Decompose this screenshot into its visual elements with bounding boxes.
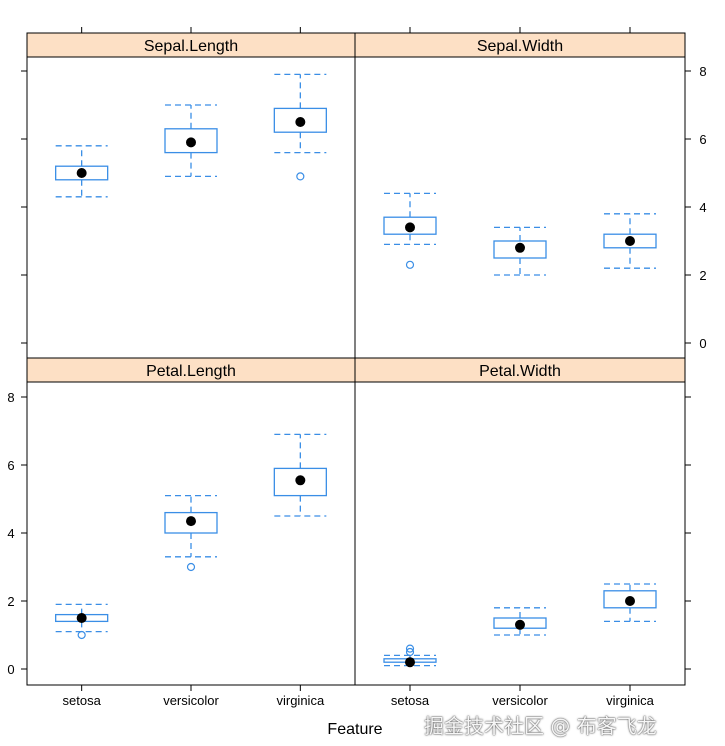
x-tick-label: versicolor xyxy=(492,693,548,708)
y-tick-label: 8 xyxy=(7,390,14,405)
box-setosa xyxy=(55,145,109,198)
strip-title: Sepal.Length xyxy=(144,38,238,55)
box-iqr xyxy=(383,216,437,235)
y-tick-label: 0 xyxy=(699,336,706,351)
strip-title: Petal.Width xyxy=(479,363,561,380)
box-iqr xyxy=(164,128,218,154)
strip xyxy=(26,357,356,383)
y-tick-label: 8 xyxy=(699,64,706,79)
outlier-point xyxy=(405,644,415,653)
watermark: 掘金技术社区 @ 布客飞龙 xyxy=(424,714,657,738)
strip xyxy=(354,32,686,58)
box-iqr xyxy=(493,240,547,259)
box-setosa xyxy=(55,603,109,640)
outlier-point xyxy=(186,562,196,572)
box-virginica xyxy=(603,213,657,269)
box-setosa xyxy=(383,644,437,668)
median-dot xyxy=(295,117,306,127)
x-tick-label: virginica xyxy=(276,693,324,708)
median-dot xyxy=(625,596,635,606)
box-versicolor xyxy=(164,104,218,178)
y-tick-label: 6 xyxy=(7,458,14,473)
panel-border xyxy=(354,56,686,359)
x-tick-label: virginica xyxy=(606,693,654,708)
box-iqr xyxy=(273,467,327,497)
box-versicolor xyxy=(164,494,218,572)
strip xyxy=(354,357,686,383)
median-dot xyxy=(405,657,415,668)
box-virginica xyxy=(603,583,657,623)
strip-title: Sepal.Width xyxy=(477,38,563,55)
box-versicolor xyxy=(493,607,547,636)
x-tick-label: setosa xyxy=(391,693,430,708)
panel-sepal-length: Sepal.Length xyxy=(21,27,356,359)
median-dot xyxy=(515,619,525,630)
panel-petal-length: Petal.Length 0 2 4 6 8 setosa versicolor virgini… xyxy=(7,357,356,708)
y-tick-label: 4 xyxy=(699,200,706,215)
panel-border xyxy=(26,56,356,359)
y-tick-label: 2 xyxy=(7,594,14,609)
box-iqr xyxy=(164,511,218,534)
box-versicolor xyxy=(493,226,547,276)
y-tick-label: 0 xyxy=(7,662,14,677)
strip xyxy=(26,32,356,58)
y-tick-label: 4 xyxy=(7,526,14,541)
box-iqr xyxy=(55,165,109,181)
y-tick-label: 6 xyxy=(699,132,706,147)
box-iqr xyxy=(603,590,657,609)
panel-sepal-width: Sepal.Width 0 2 4 6 8 xyxy=(354,27,707,359)
outlier-point xyxy=(296,172,305,181)
panel-petal-width: Petal.Width setosa versicolor virginica xyxy=(354,357,691,708)
median-dot xyxy=(186,137,196,148)
x-axis-label: Feature xyxy=(327,721,382,738)
outlier-point xyxy=(405,647,415,657)
y-tick-label: 2 xyxy=(699,268,706,283)
outlier-point xyxy=(405,260,415,269)
strip-title: Petal.Length xyxy=(146,363,236,380)
box-virginica xyxy=(273,433,327,517)
median-dot xyxy=(76,613,87,623)
x-tick-label: setosa xyxy=(63,693,102,708)
median-dot xyxy=(295,475,306,486)
panel-border xyxy=(354,381,686,686)
x-tick-label: versicolor xyxy=(163,693,219,708)
median-dot xyxy=(76,168,87,178)
outlier-point xyxy=(77,630,86,640)
median-dot xyxy=(625,236,635,246)
box-iqr xyxy=(603,233,657,249)
box-setosa xyxy=(383,192,437,269)
box-iqr xyxy=(273,107,327,133)
box-virginica xyxy=(273,73,327,181)
median-dot xyxy=(515,242,525,253)
median-dot xyxy=(186,516,196,527)
median-dot xyxy=(405,222,415,233)
